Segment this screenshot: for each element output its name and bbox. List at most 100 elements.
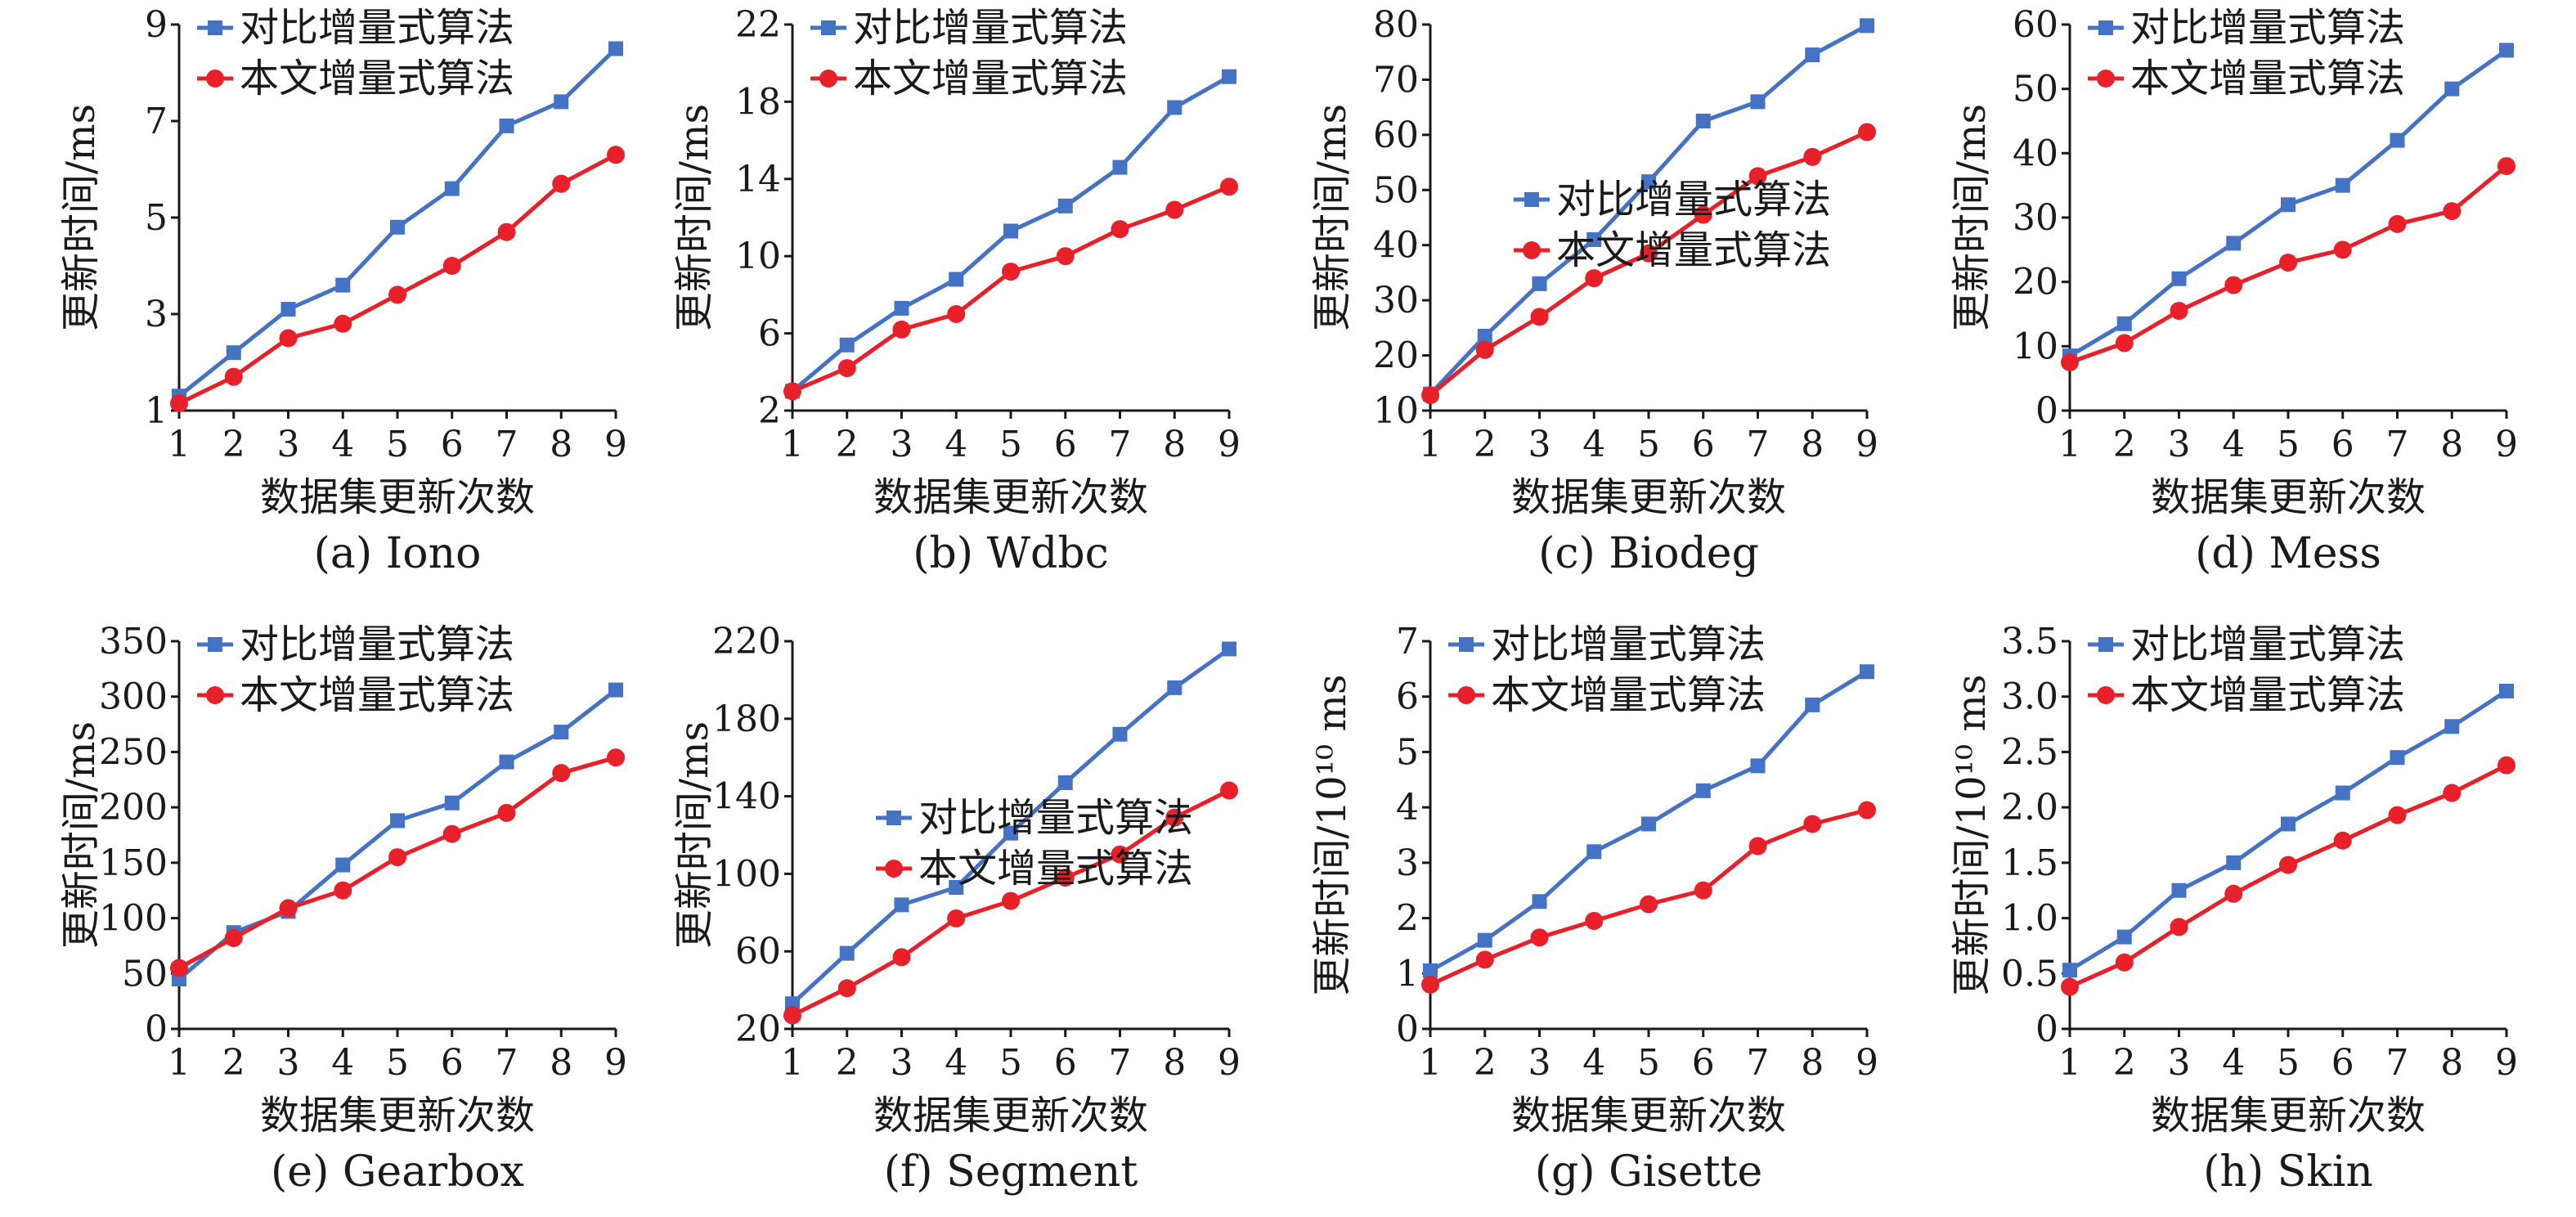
y-tick-label: 2.5 xyxy=(2001,731,2058,773)
y-axis-title: 更新时间/ms xyxy=(1309,104,1355,331)
chart-caption: (f) Segment xyxy=(884,1147,1138,1197)
data-point xyxy=(2226,236,2242,251)
data-point xyxy=(224,928,243,947)
x-tick-label: 4 xyxy=(331,1042,354,1084)
legend-marker xyxy=(1459,637,1474,652)
legend-marker xyxy=(208,637,222,652)
x-tick-label: 9 xyxy=(604,424,627,465)
y-axis-title: 更新时间/ms xyxy=(1949,104,1995,331)
x-tick-label: 2 xyxy=(2113,1042,2136,1084)
data-point xyxy=(608,682,623,698)
y-tick-label: 10 xyxy=(2013,326,2058,367)
x-tick-label: 8 xyxy=(2440,424,2463,465)
x-tick-label: 7 xyxy=(2386,424,2409,465)
y-tick-label: 350 xyxy=(99,621,168,662)
data-point xyxy=(442,257,461,275)
y-tick-label: 40 xyxy=(2013,132,2058,174)
legend-marker xyxy=(206,70,224,88)
x-tick-label: 7 xyxy=(2386,1042,2409,1084)
legend-label: 对比增量式算法 xyxy=(240,622,514,667)
legend-label: 对比增量式算法 xyxy=(853,5,1128,51)
legend-label: 本文增量式算法 xyxy=(853,56,1128,101)
data-point xyxy=(1057,775,1073,791)
y-tick-label: 1 xyxy=(145,390,168,432)
data-point xyxy=(1694,881,1712,900)
data-point xyxy=(224,367,243,386)
legend-label: 本文增量式算法 xyxy=(2130,672,2405,718)
x-tick-label: 5 xyxy=(386,424,409,465)
data-point xyxy=(1222,69,1236,84)
y-tick-label: 3.5 xyxy=(2001,621,2058,662)
x-tick-label: 4 xyxy=(2222,424,2245,465)
data-point xyxy=(1858,801,1876,820)
data-point xyxy=(1112,159,1128,175)
x-tick-label: 1 xyxy=(1419,1042,1442,1084)
data-point xyxy=(839,945,855,961)
x-tick-label: 5 xyxy=(386,1042,409,1084)
data-point xyxy=(783,1006,801,1025)
x-tick-label: 1 xyxy=(781,1042,804,1084)
data-point xyxy=(1805,697,1820,712)
chart-panel: 0 50 100 150 200 250 300 350 1 2 3 4 5 6 7 8 9 数据集更新次数 (e)… xyxy=(58,621,627,1197)
x-tick-label: 9 xyxy=(1856,424,1878,465)
y-tick-label: 4 xyxy=(1396,787,1419,829)
x-axis-title: 数据集更新次数 xyxy=(1511,474,1786,520)
data-point xyxy=(1003,223,1018,239)
x-tick-label: 3 xyxy=(277,424,300,465)
x-tick-label: 3 xyxy=(1528,424,1551,465)
data-point xyxy=(499,754,514,770)
x-axis-title: 数据集更新次数 xyxy=(260,474,535,520)
x-axis-title: 数据集更新次数 xyxy=(2151,1093,2426,1138)
x-tick-label: 2 xyxy=(222,424,245,465)
data-point xyxy=(2281,197,2296,213)
data-point xyxy=(947,909,966,927)
x-tick-label: 1 xyxy=(781,424,804,465)
y-tick-label: 180 xyxy=(712,698,781,740)
data-point xyxy=(279,899,298,918)
data-point xyxy=(1477,328,1492,344)
x-tick-label: 2 xyxy=(836,1042,859,1084)
data-point xyxy=(2170,918,2188,936)
x-tick-label: 7 xyxy=(1747,1042,1770,1084)
x-axis-title: 数据集更新次数 xyxy=(873,474,1148,520)
data-point xyxy=(1641,174,1656,190)
data-point xyxy=(1477,932,1492,948)
y-tick-label: 1.5 xyxy=(2001,842,2058,884)
legend-marker xyxy=(2098,637,2113,652)
x-tick-label: 4 xyxy=(2222,1042,2245,1084)
data-point xyxy=(1002,263,1020,281)
x-tick-label: 6 xyxy=(441,1042,464,1084)
y-tick-label: 3 xyxy=(1396,842,1419,884)
x-tick-label: 2 xyxy=(1474,424,1497,465)
data-point xyxy=(1586,844,1602,860)
x-tick-label: 9 xyxy=(1856,1042,1878,1084)
data-point xyxy=(892,320,911,339)
data-point xyxy=(1585,911,1604,930)
y-axis-title: 更新时间/ms xyxy=(671,104,717,331)
data-point xyxy=(2170,302,2188,321)
series-line xyxy=(177,688,617,981)
y-tick-label: 3 xyxy=(145,294,168,335)
chart-caption: (g) Gisette xyxy=(1535,1147,1763,1197)
data-point xyxy=(1003,825,1018,841)
data-point xyxy=(1222,641,1236,657)
legend-label: 对比增量式算法 xyxy=(2130,622,2405,667)
chart-panel: 20 60 100 140 180 220 1 2 3 4 5 6 7 8 9 数据集更新次数 (f) Segm… xyxy=(671,621,1241,1197)
data-point xyxy=(2388,214,2407,233)
data-point xyxy=(390,813,405,829)
data-point xyxy=(1748,167,1767,186)
data-point xyxy=(2279,254,2297,272)
x-tick-label: 9 xyxy=(604,1042,627,1084)
x-tick-label: 8 xyxy=(1163,1042,1186,1084)
y-tick-label: 0 xyxy=(145,1008,168,1050)
data-point xyxy=(2062,963,2077,978)
y-tick-label: 30 xyxy=(1373,280,1419,321)
data-point xyxy=(1640,244,1658,263)
data-point xyxy=(1423,963,1438,978)
x-tick-label: 1 xyxy=(2058,424,2081,465)
x-tick-label: 2 xyxy=(836,424,859,465)
data-point xyxy=(1530,928,1549,947)
